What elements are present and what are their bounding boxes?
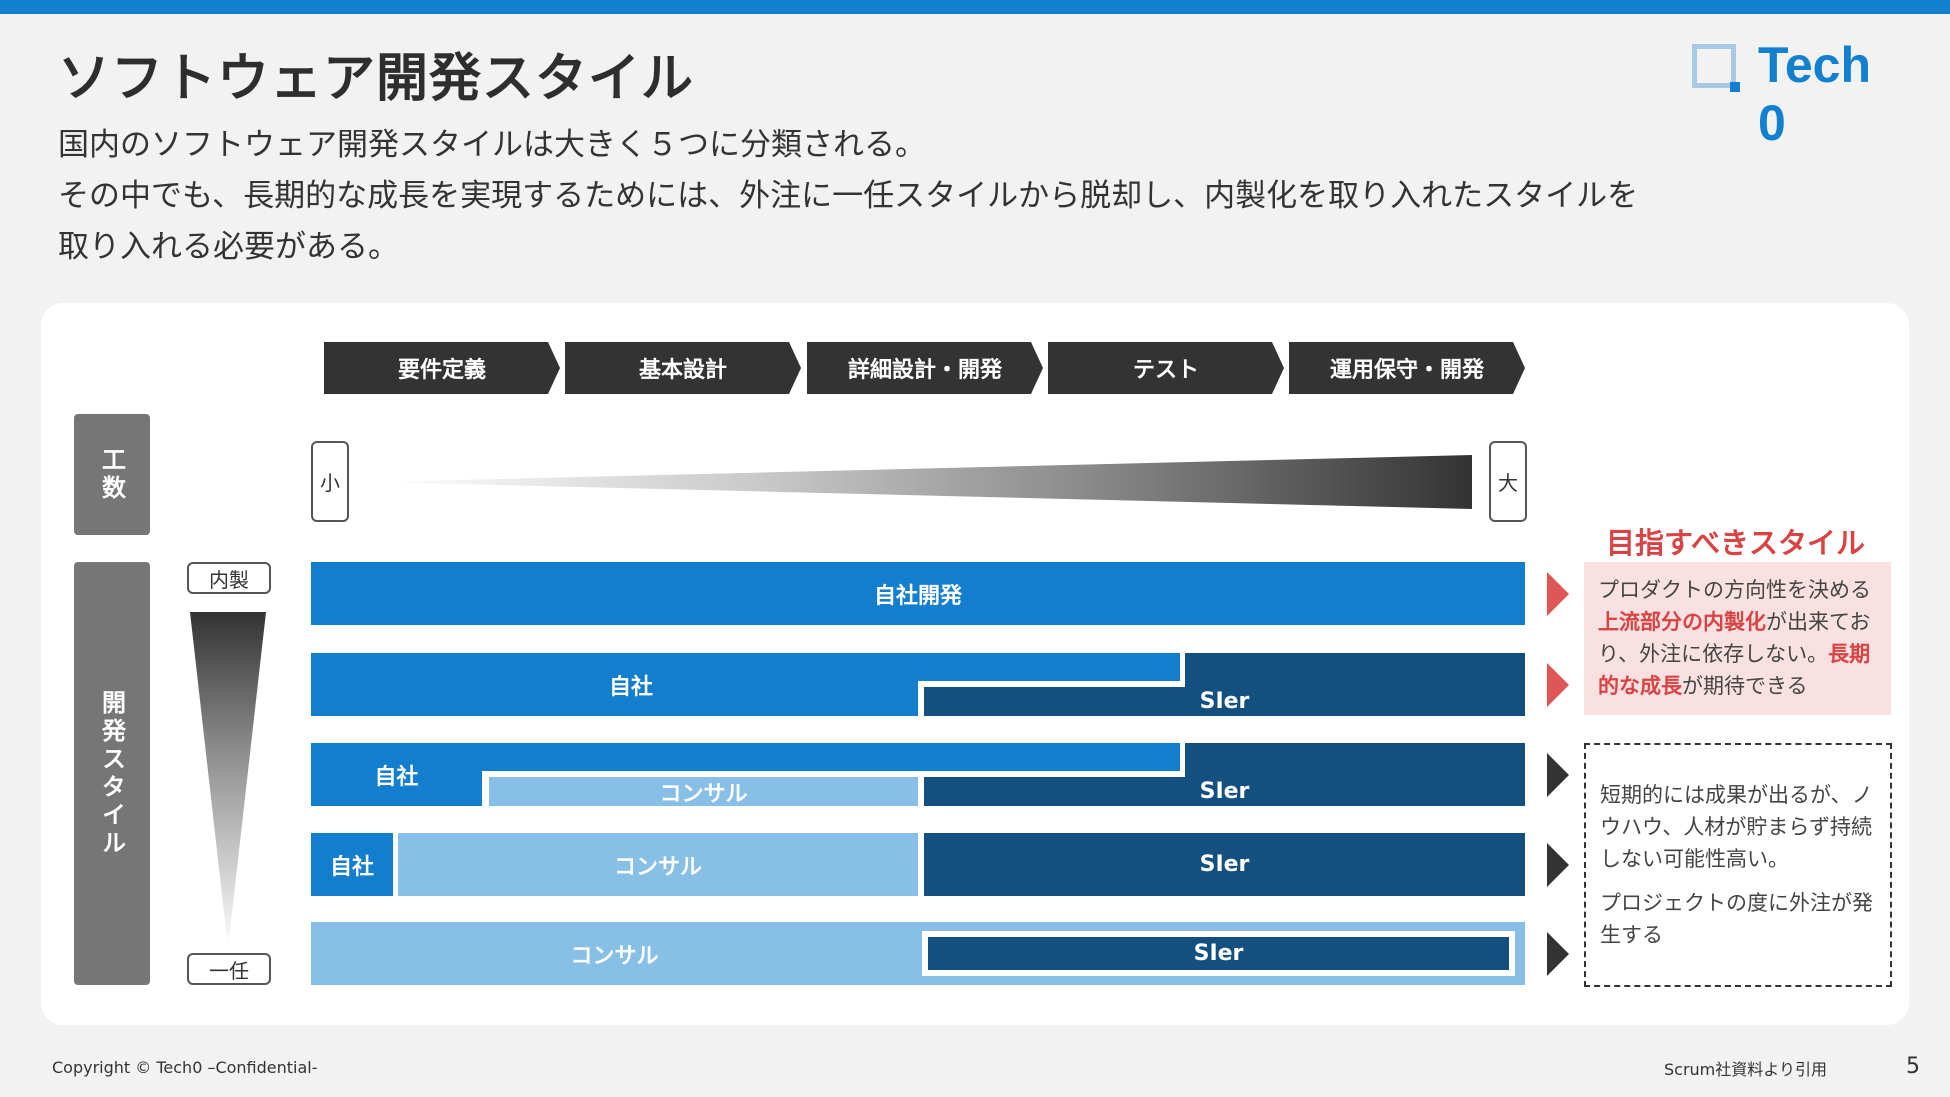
row1-jisha-bar: 自社開発	[311, 562, 1525, 625]
row3-consul-bar: コンサル	[489, 777, 918, 807]
goal-text-b: が出来ており、外注に依存しない。	[1598, 610, 1871, 666]
goal-text-c: が期待できる	[1682, 674, 1808, 698]
effort-large-tag: 大	[1489, 441, 1527, 522]
phase-detail-design: 詳細設計・開発	[807, 342, 1043, 394]
row4-sier-bar: SIer	[924, 833, 1525, 896]
row3-jisha-label: 自社	[374, 764, 419, 790]
phase-test: テスト	[1048, 342, 1284, 394]
warning-para-2: プロジェクトの度に外注が発生する	[1600, 891, 1873, 947]
logo-text: Tech 0	[1758, 37, 1871, 151]
top-accent-bar	[0, 0, 1950, 14]
goal-text-a: プロダクトの方向性を決める	[1598, 578, 1871, 602]
tech0-logo: Tech 0	[1692, 37, 1912, 151]
row5-sier-bar: SIer	[928, 937, 1509, 970]
page-number: 5	[1906, 1054, 1920, 1079]
goal-highlight-2: 長期的な成長	[1598, 642, 1871, 698]
description: 国内のソフトウェア開発スタイルは大きく５つに分類される。 その中でも、長期的な成…	[58, 120, 1818, 273]
copyright: Copyright © Tech0 –Confidential-	[52, 1058, 318, 1077]
description-line-1: 国内のソフトウェア開発スタイルは大きく５つに分類される。	[58, 127, 926, 163]
logo-mark-icon	[1692, 44, 1740, 92]
goal-description: プロダクトの方向性を決める上流部分の内製化が出来ており、外注に依存しない。長期的…	[1584, 562, 1891, 715]
row4-consul-bar: コンサル	[398, 833, 918, 896]
phase-requirements: 要件定義	[324, 342, 560, 394]
page-title: ソフトウェア開発スタイル	[58, 49, 695, 109]
description-line-2: その中でも、長期的な成長を実現するためには、外注に一任スタイルから脱却し、内製化…	[58, 178, 1639, 214]
phase-basic-design: 基本設計	[565, 342, 801, 394]
goal-title: 目指すべきスタイル	[1606, 526, 1865, 560]
effort-small-tag: 小	[311, 441, 349, 522]
phase-operation: 運用保守・開発	[1289, 342, 1525, 394]
row4-jisha-bar: 自社	[311, 833, 393, 896]
row2-sier-bar: SIer	[924, 687, 1525, 716]
row5-consul-label: コンサル	[570, 943, 659, 969]
dev-style-label: 開発スタイル	[74, 562, 150, 985]
row3-sier-bar: SIer	[924, 777, 1525, 806]
source-citation: Scrum社資料より引用	[1664, 1060, 1827, 1079]
goal-highlight-1: 上流部分の内製化	[1598, 610, 1766, 634]
insource-tag: 内製	[187, 562, 271, 594]
effort-label: 工数	[74, 414, 150, 535]
warning-para-1: 短期的には成果が出るが、ノウハウ、人材が貯まらず持続しない可能性高い。	[1600, 783, 1873, 871]
row2-jisha-label: 自社	[608, 674, 653, 700]
outsource-tag: 一任	[187, 953, 271, 985]
warning-description: 短期的には成果が出るが、ノウハウ、人材が貯まらず持続しない可能性高い。 プロジェ…	[1584, 743, 1892, 987]
description-line-3: 取り入れる必要がある。	[58, 229, 399, 265]
